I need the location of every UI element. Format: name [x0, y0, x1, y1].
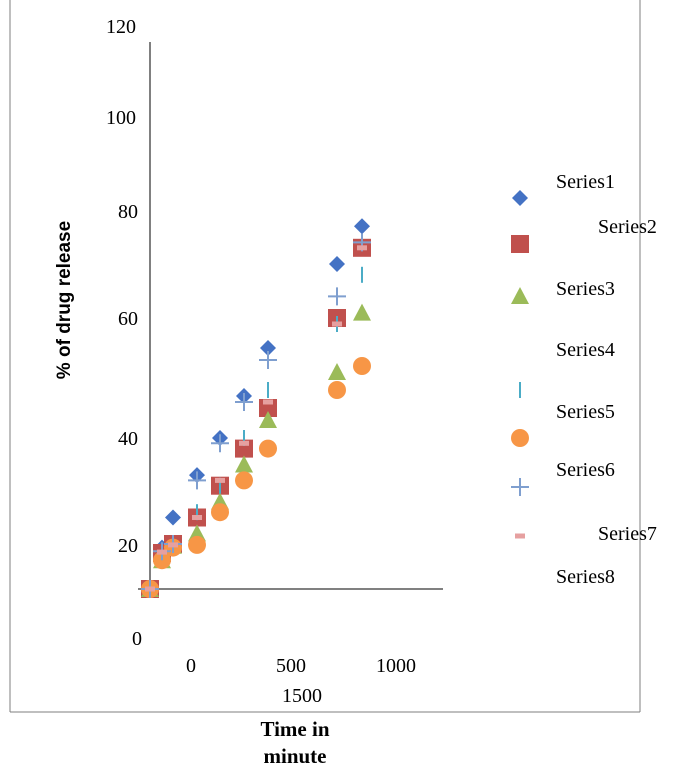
- x-tick-label: 0: [186, 655, 196, 677]
- data-point-series7: [259, 351, 277, 369]
- data-point-series3: [259, 411, 277, 428]
- data-point-series8: [357, 245, 367, 251]
- legend-marker-series7: [511, 478, 529, 496]
- legend-marker-series2: [511, 235, 529, 253]
- legend-label-series2: Series2: [598, 216, 657, 238]
- data-point-series3: [353, 303, 371, 321]
- data-point-series7: [211, 434, 229, 453]
- y-tick-label: 100: [106, 107, 136, 129]
- y-tick-label: 60: [118, 308, 138, 330]
- data-point-series7: [188, 471, 206, 490]
- y-tick-label: 40: [118, 428, 138, 450]
- data-point-series8: [192, 515, 202, 520]
- data-point-series6: [328, 381, 346, 399]
- data-point-series3: [235, 455, 253, 473]
- legend-marker-series3: [511, 287, 529, 304]
- data-point-series8: [157, 549, 167, 555]
- legend-label-series1: Series1: [556, 171, 615, 193]
- x-tick-label: 1000: [376, 655, 416, 677]
- data-point-series7: [235, 393, 253, 411]
- data-point-series1: [165, 509, 181, 526]
- legend-marker-series8: [515, 533, 525, 539]
- y-tick-label: 120: [106, 16, 136, 38]
- data-point-series6: [235, 471, 253, 490]
- legend-label-series7: Series7: [598, 523, 657, 545]
- data-point-series6: [353, 357, 371, 375]
- legend-label-series3: Series3: [556, 278, 615, 300]
- x-axis-title-line2: minute: [264, 744, 327, 768]
- data-point-series8: [145, 586, 155, 592]
- data-point-series8: [168, 542, 178, 548]
- legend: Series1 Series2 Series3 Series4 Series5 Serie…: [511, 171, 657, 588]
- y-tick-label: 0: [132, 628, 142, 650]
- data-point-series8: [332, 321, 342, 327]
- legend-marker-series6: [511, 429, 529, 447]
- legend-label-series5: Series5: [556, 401, 615, 423]
- x-tick-label: 1500: [282, 685, 322, 707]
- legend-label-series6: Series6: [556, 459, 615, 481]
- data-point-series1: [354, 218, 370, 235]
- legend-marker-series1: [512, 190, 528, 206]
- legend-label-series8: Series8: [556, 566, 615, 588]
- data-point-series8: [239, 440, 249, 446]
- data-point-series1: [260, 340, 276, 356]
- x-tick-label: 500: [276, 655, 306, 677]
- y-tick-label: 20: [118, 535, 138, 557]
- data-point-series6: [211, 503, 229, 522]
- data-point-series3: [328, 363, 346, 380]
- data-point-series8: [215, 477, 225, 483]
- data-point-series6: [188, 535, 206, 554]
- data-point-series1: [329, 256, 345, 272]
- y-tick-label: 80: [118, 201, 138, 223]
- x-axis-title-line1: Time in: [260, 717, 329, 741]
- data-marks: [141, 218, 371, 598]
- legend-label-series4: Series4: [556, 339, 615, 361]
- data-point-series8: [263, 399, 273, 405]
- y-axis-title: % of drug release: [54, 221, 75, 379]
- data-point-series6: [259, 439, 277, 458]
- data-point-series7: [328, 287, 346, 306]
